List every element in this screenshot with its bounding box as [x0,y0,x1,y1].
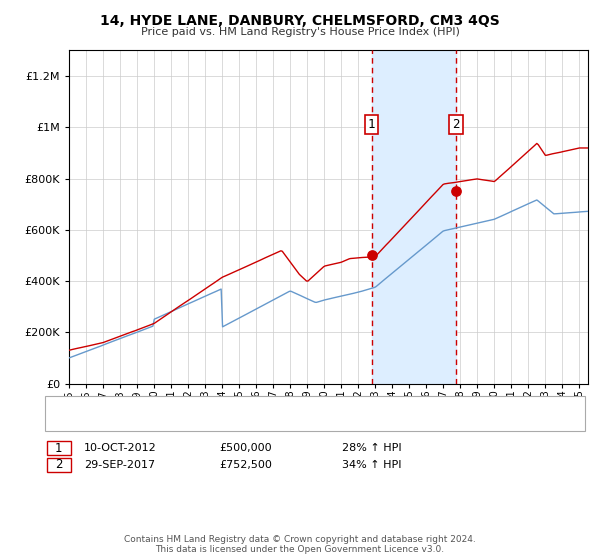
Text: 1: 1 [55,441,62,455]
Text: 14, HYDE LANE, DANBURY, CHELMSFORD, CM3 4QS (detached house): 14, HYDE LANE, DANBURY, CHELMSFORD, CM3 … [75,405,424,415]
Text: 28% ↑ HPI: 28% ↑ HPI [342,443,401,453]
Text: 34% ↑ HPI: 34% ↑ HPI [342,460,401,470]
Text: Contains HM Land Registry data © Crown copyright and database right 2024.: Contains HM Land Registry data © Crown c… [124,535,476,544]
Text: HPI: Average price, detached house, Chelmsford: HPI: Average price, detached house, Chel… [75,416,317,426]
Text: 10-OCT-2012: 10-OCT-2012 [84,443,157,453]
Text: 2: 2 [452,118,460,131]
Text: —: — [55,414,71,428]
Point [367,251,376,260]
Text: This data is licensed under the Open Government Licence v3.0.: This data is licensed under the Open Gov… [155,545,445,554]
Text: 1: 1 [368,118,376,131]
Text: 29-SEP-2017: 29-SEP-2017 [84,460,155,470]
Text: 2: 2 [55,458,62,472]
Text: Price paid vs. HM Land Registry's House Price Index (HPI): Price paid vs. HM Land Registry's House … [140,27,460,37]
Text: 14, HYDE LANE, DANBURY, CHELMSFORD, CM3 4QS: 14, HYDE LANE, DANBURY, CHELMSFORD, CM3 … [100,14,500,28]
Point [451,186,461,195]
Text: —: — [55,403,71,417]
Text: £500,000: £500,000 [219,443,272,453]
Text: £752,500: £752,500 [219,460,272,470]
